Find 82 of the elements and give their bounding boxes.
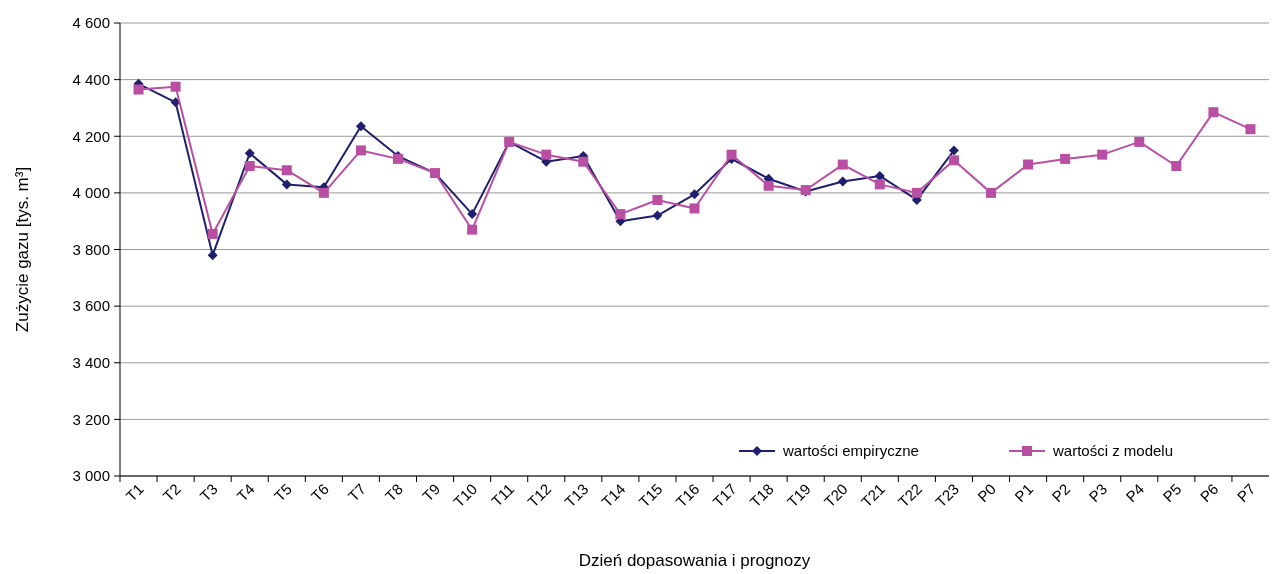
point bbox=[1060, 153, 1071, 164]
point bbox=[170, 97, 181, 108]
y-tick-label: 4 400 bbox=[72, 70, 110, 88]
x-tick-label: T23 bbox=[931, 480, 963, 511]
y-tick-label: 3 600 bbox=[72, 297, 110, 315]
x-axis-title: Dzień dopasowania i prognozy bbox=[578, 551, 811, 570]
point bbox=[837, 176, 848, 187]
point bbox=[244, 160, 255, 171]
point bbox=[244, 148, 255, 159]
point bbox=[318, 187, 329, 198]
point bbox=[578, 156, 589, 167]
point bbox=[281, 165, 292, 176]
point bbox=[948, 145, 959, 156]
point bbox=[837, 159, 848, 170]
x-tick-label: P6 bbox=[1196, 480, 1222, 506]
x-tick-label: T3 bbox=[196, 480, 221, 505]
point bbox=[911, 187, 922, 198]
point bbox=[615, 209, 626, 220]
x-tick-label: T6 bbox=[307, 480, 332, 505]
point bbox=[874, 170, 885, 181]
x-tick-label: P1 bbox=[1011, 480, 1037, 506]
x-tick-label: T9 bbox=[418, 480, 444, 505]
point bbox=[281, 179, 292, 190]
x-tick-label: P7 bbox=[1233, 480, 1259, 506]
y-tick-label: 3 200 bbox=[72, 410, 110, 428]
x-tick-label: T12 bbox=[524, 480, 555, 511]
point bbox=[467, 209, 478, 220]
x-tick-label: P0 bbox=[974, 480, 1000, 506]
x-tick-label: T21 bbox=[857, 480, 888, 511]
x-tick-label: T4 bbox=[233, 480, 258, 505]
x-tick-label: T2 bbox=[159, 480, 184, 505]
point bbox=[689, 203, 700, 214]
x-tick-label: T11 bbox=[487, 480, 518, 510]
x-tick-label: P4 bbox=[1122, 480, 1148, 506]
x-tick-label: T13 bbox=[561, 480, 592, 511]
point bbox=[467, 224, 478, 235]
point bbox=[652, 194, 663, 205]
x-tick-label: T5 bbox=[270, 480, 295, 505]
x-tick-label: P3 bbox=[1085, 480, 1111, 506]
point bbox=[726, 149, 737, 160]
y-axis-title: Zużycie gazu [tys. m³] bbox=[13, 166, 32, 333]
point bbox=[207, 250, 218, 261]
point bbox=[1208, 107, 1219, 118]
x-tick-label: T20 bbox=[820, 480, 851, 511]
x-tick-label: T22 bbox=[894, 480, 926, 511]
x-tick-label: T16 bbox=[672, 480, 703, 511]
x-tick-label: T18 bbox=[746, 480, 777, 511]
x-tick-label: P2 bbox=[1048, 480, 1074, 506]
x-tick-label: T1 bbox=[122, 480, 147, 505]
point bbox=[1023, 159, 1034, 170]
y-tick-label: 3 000 bbox=[72, 467, 110, 485]
point bbox=[652, 210, 663, 221]
point bbox=[355, 145, 366, 156]
x-tick-label: T8 bbox=[381, 480, 407, 505]
legend-label: wartości z modelu bbox=[1052, 442, 1174, 460]
point bbox=[948, 155, 959, 166]
y-tick-label: 4 000 bbox=[72, 184, 110, 202]
point bbox=[1097, 149, 1108, 160]
point bbox=[207, 228, 218, 239]
point bbox=[986, 187, 997, 198]
point bbox=[689, 189, 700, 200]
point bbox=[763, 180, 774, 191]
y-tick-label: 4 200 bbox=[72, 127, 110, 145]
x-tick-label: P5 bbox=[1159, 480, 1185, 506]
point bbox=[874, 179, 885, 190]
point bbox=[1171, 160, 1182, 171]
point bbox=[355, 121, 366, 132]
x-tick-label: T10 bbox=[449, 480, 481, 511]
y-tick-label: 3 400 bbox=[72, 354, 110, 371]
x-tick-label: T15 bbox=[635, 480, 666, 511]
x-tick-label: T17 bbox=[709, 480, 740, 511]
legend-label: wartości empiryczne bbox=[782, 442, 919, 460]
y-tick-label: 3 800 bbox=[72, 240, 110, 258]
point bbox=[541, 149, 552, 160]
x-tick-label: T14 bbox=[598, 480, 629, 511]
point bbox=[133, 84, 144, 95]
x-tick-label: T19 bbox=[783, 480, 814, 511]
x-tick-label: T7 bbox=[344, 480, 370, 505]
point bbox=[170, 81, 181, 92]
point bbox=[1245, 124, 1256, 135]
point bbox=[1134, 136, 1145, 147]
y-tick-label: 4 600 bbox=[72, 14, 110, 32]
